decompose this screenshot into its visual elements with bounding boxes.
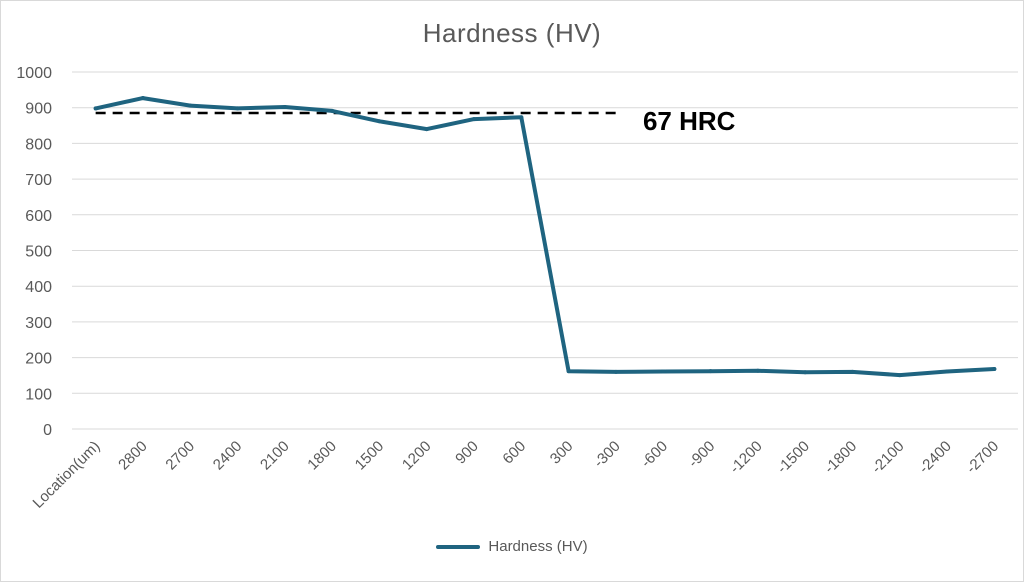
data-point xyxy=(755,368,760,373)
data-point xyxy=(992,367,997,372)
x-tick-label: -1500 xyxy=(774,438,813,477)
x-tick-label: 1200 xyxy=(399,438,435,474)
data-point xyxy=(945,369,950,374)
x-tick-label: 1500 xyxy=(352,438,388,474)
x-tick-label: Location(um) xyxy=(30,438,104,512)
x-tick-label: 900 xyxy=(452,438,482,468)
data-point xyxy=(235,106,240,111)
data-point xyxy=(566,369,571,374)
data-point xyxy=(897,373,902,378)
data-point xyxy=(140,96,145,101)
chart-title: Hardness (HV) xyxy=(422,18,602,48)
x-tick-label: -900 xyxy=(685,438,718,471)
x-tick-label: 1800 xyxy=(304,438,340,474)
y-tick-label: 200 xyxy=(25,351,52,368)
legend-label: Hardness (HV) xyxy=(488,538,588,555)
y-tick-label: 800 xyxy=(25,136,52,153)
data-point xyxy=(377,119,382,124)
x-tick-label: 2100 xyxy=(257,438,293,474)
data-point xyxy=(424,127,429,132)
data-point xyxy=(188,103,193,108)
x-tick-label: -600 xyxy=(638,438,671,471)
x-tick-label: 600 xyxy=(499,438,529,468)
x-tick-label: 2700 xyxy=(162,438,198,474)
legend-swatch xyxy=(436,544,481,549)
x-tick-label: 300 xyxy=(547,438,577,468)
y-tick-label: 700 xyxy=(25,172,52,189)
data-point xyxy=(472,117,477,122)
y-tick-label: 100 xyxy=(25,386,52,403)
data-point xyxy=(850,369,855,374)
x-tick-label: -300 xyxy=(591,438,624,471)
data-point xyxy=(282,104,287,109)
data-point xyxy=(803,370,808,375)
x-tick-label: -2700 xyxy=(963,438,1002,477)
x-tick-label: -2100 xyxy=(868,438,907,477)
y-tick-label: 0 xyxy=(43,422,52,439)
x-tick-label: 2800 xyxy=(115,438,151,474)
data-point xyxy=(519,115,524,120)
x-tick-label: 2400 xyxy=(210,438,246,474)
reference-line-label: 67 HRC xyxy=(643,106,736,136)
y-tick-label: 600 xyxy=(25,208,52,225)
x-tick-label: -1200 xyxy=(727,438,766,477)
x-tick-label: -2400 xyxy=(916,438,955,477)
data-point xyxy=(613,369,618,374)
data-point xyxy=(93,106,98,111)
data-point xyxy=(661,369,666,374)
data-point xyxy=(708,369,713,374)
y-tick-label: 500 xyxy=(25,244,52,261)
data-point xyxy=(330,108,335,113)
y-tick-label: 900 xyxy=(25,101,52,118)
y-tick-label: 400 xyxy=(25,279,52,296)
legend: Hardness (HV) xyxy=(0,538,1024,555)
series-line xyxy=(93,96,997,378)
x-tick-label: -1800 xyxy=(821,438,860,477)
y-tick-label: 300 xyxy=(25,315,52,332)
y-tick-label: 1000 xyxy=(16,65,52,82)
